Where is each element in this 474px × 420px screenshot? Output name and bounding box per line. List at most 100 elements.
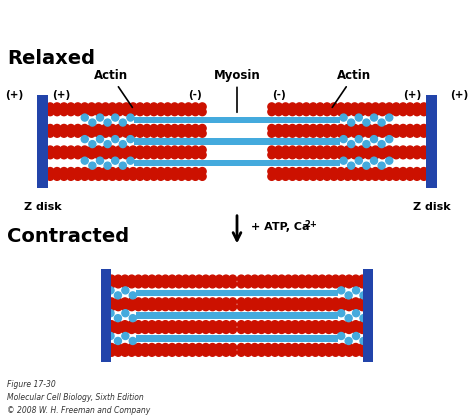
Ellipse shape <box>399 151 407 159</box>
Ellipse shape <box>122 151 130 159</box>
Ellipse shape <box>282 108 290 116</box>
Text: Contracted: Contracted <box>8 227 129 246</box>
Ellipse shape <box>282 168 290 175</box>
Ellipse shape <box>330 129 338 137</box>
Ellipse shape <box>268 151 275 159</box>
Ellipse shape <box>148 349 156 356</box>
Ellipse shape <box>155 344 163 351</box>
Ellipse shape <box>191 173 199 180</box>
Ellipse shape <box>195 298 203 306</box>
Ellipse shape <box>95 124 102 132</box>
Ellipse shape <box>237 321 245 328</box>
Ellipse shape <box>323 108 331 116</box>
Ellipse shape <box>399 168 407 175</box>
Ellipse shape <box>399 146 407 154</box>
Ellipse shape <box>175 280 182 288</box>
Ellipse shape <box>310 173 317 180</box>
Ellipse shape <box>251 280 259 288</box>
Ellipse shape <box>345 321 353 328</box>
Ellipse shape <box>171 151 179 159</box>
Text: + ATP, Ca: + ATP, Ca <box>251 223 310 232</box>
Ellipse shape <box>344 146 352 154</box>
Ellipse shape <box>60 108 68 116</box>
Ellipse shape <box>67 124 75 132</box>
Ellipse shape <box>209 344 216 351</box>
Ellipse shape <box>116 103 123 110</box>
Ellipse shape <box>143 129 151 137</box>
Ellipse shape <box>141 326 149 333</box>
Ellipse shape <box>310 124 317 132</box>
Text: Relaxed: Relaxed <box>8 49 95 68</box>
Ellipse shape <box>278 326 285 333</box>
Ellipse shape <box>251 349 259 356</box>
Ellipse shape <box>365 151 373 159</box>
Ellipse shape <box>109 108 116 116</box>
Ellipse shape <box>371 157 377 164</box>
Ellipse shape <box>95 108 102 116</box>
Ellipse shape <box>182 280 190 288</box>
Ellipse shape <box>284 280 292 288</box>
Ellipse shape <box>365 108 373 116</box>
Ellipse shape <box>275 108 283 116</box>
Ellipse shape <box>150 124 158 132</box>
Ellipse shape <box>199 146 206 154</box>
Ellipse shape <box>318 321 326 328</box>
Ellipse shape <box>392 124 400 132</box>
Ellipse shape <box>310 108 317 116</box>
Ellipse shape <box>379 168 386 175</box>
Ellipse shape <box>189 280 196 288</box>
Ellipse shape <box>311 326 319 333</box>
Ellipse shape <box>282 146 290 154</box>
Ellipse shape <box>258 280 265 288</box>
Ellipse shape <box>330 151 338 159</box>
Ellipse shape <box>88 124 95 132</box>
Ellipse shape <box>305 321 312 328</box>
Text: (+): (+) <box>450 90 469 100</box>
Ellipse shape <box>53 146 61 154</box>
Ellipse shape <box>318 344 326 351</box>
Ellipse shape <box>310 151 317 159</box>
Ellipse shape <box>143 103 151 110</box>
Ellipse shape <box>81 168 89 175</box>
Ellipse shape <box>292 275 299 283</box>
Ellipse shape <box>340 114 347 121</box>
Ellipse shape <box>278 344 285 351</box>
Ellipse shape <box>298 326 306 333</box>
Ellipse shape <box>215 321 223 328</box>
Ellipse shape <box>316 103 324 110</box>
Ellipse shape <box>53 151 61 159</box>
Ellipse shape <box>114 275 122 283</box>
Ellipse shape <box>244 321 252 328</box>
Ellipse shape <box>268 173 275 180</box>
Ellipse shape <box>101 124 109 132</box>
Ellipse shape <box>53 129 61 137</box>
Ellipse shape <box>264 321 272 328</box>
Ellipse shape <box>150 173 158 180</box>
Ellipse shape <box>53 108 61 116</box>
Ellipse shape <box>155 280 163 288</box>
Ellipse shape <box>184 151 192 159</box>
Ellipse shape <box>332 280 339 288</box>
Ellipse shape <box>189 326 196 333</box>
Ellipse shape <box>340 136 347 143</box>
Ellipse shape <box>148 298 156 306</box>
Ellipse shape <box>175 349 182 356</box>
Ellipse shape <box>199 129 206 137</box>
Ellipse shape <box>157 168 164 175</box>
Bar <box>363 269 374 362</box>
Ellipse shape <box>195 326 203 333</box>
Ellipse shape <box>325 275 333 283</box>
Ellipse shape <box>157 124 164 132</box>
Ellipse shape <box>189 275 196 283</box>
Ellipse shape <box>129 173 137 180</box>
Ellipse shape <box>352 349 360 356</box>
Ellipse shape <box>119 141 127 147</box>
Ellipse shape <box>155 303 163 311</box>
Ellipse shape <box>202 280 210 288</box>
Ellipse shape <box>372 168 379 175</box>
Ellipse shape <box>305 275 312 283</box>
Ellipse shape <box>157 108 164 116</box>
Ellipse shape <box>344 173 352 180</box>
Ellipse shape <box>344 103 352 110</box>
Ellipse shape <box>406 151 414 159</box>
